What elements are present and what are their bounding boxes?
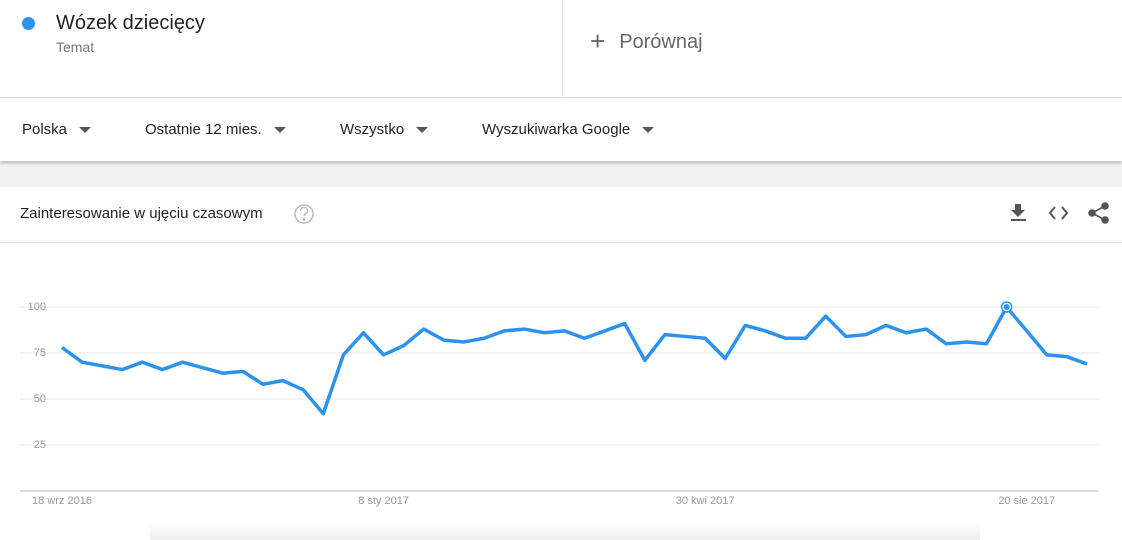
filter[interactable]: Wszystko <box>340 121 428 138</box>
x-tick-label: 30 kwi 2017 <box>676 495 735 507</box>
share-icon[interactable] <box>1088 202 1109 224</box>
card-title: Zainteresowanie w ujęciu czasowym <box>20 205 263 222</box>
y-tick-label: 75 <box>34 347 46 359</box>
series-dot <box>22 17 35 30</box>
x-tick-label: 18 wrz 2016 <box>32 495 92 507</box>
help-icon[interactable] <box>294 204 314 224</box>
divider <box>0 242 1122 243</box>
search-term[interactable]: Wózek dziecięcy Temat <box>0 0 563 97</box>
filter-bar: Polska Ostatnie 12 mies. Wszystko Wyszuk… <box>0 98 1122 161</box>
x-tick-label: 20 sie 2017 <box>998 495 1055 507</box>
x-tick-label: 8 sty 2017 <box>358 495 409 507</box>
embed-icon[interactable] <box>1048 206 1069 220</box>
trend-line <box>60 305 1088 416</box>
plus-icon: + <box>590 26 606 56</box>
y-tick-label: 25 <box>34 439 46 451</box>
highlight-point-core <box>1003 304 1010 310</box>
term-type: Temat <box>56 39 95 55</box>
y-tick-label: 50 <box>34 393 46 405</box>
filter[interactable]: Polska <box>22 121 91 138</box>
download-icon[interactable] <box>1011 204 1026 221</box>
filter[interactable]: Wyszukiwarka Google <box>482 121 654 138</box>
separator-band <box>0 162 1122 187</box>
card-shadow <box>150 522 980 540</box>
y-tick-label: 100 <box>28 301 46 313</box>
compare-button[interactable]: + Porównaj <box>590 24 703 56</box>
term-name: Wózek dziecięcy <box>56 12 205 34</box>
filter[interactable]: Ostatnie 12 mies. <box>145 121 286 138</box>
compare-label: Porównaj <box>619 31 703 53</box>
header: Wózek dziecięcy Temat + Porównaj <box>0 0 1122 98</box>
